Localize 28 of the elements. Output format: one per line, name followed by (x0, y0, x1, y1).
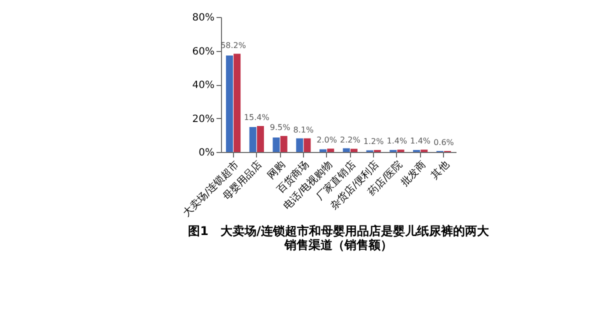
bar (320, 149, 327, 152)
data-label: 0.6% (434, 138, 454, 147)
data-label: 1.2% (363, 136, 384, 146)
data-label: 2.0% (316, 136, 338, 145)
y-tick-label: 80% (192, 12, 214, 24)
y-tick-label: 40% (192, 80, 214, 91)
bar (280, 136, 288, 152)
data-label: 8.1% (293, 125, 314, 134)
bar (304, 138, 311, 152)
bar (234, 54, 241, 152)
y-tick-label: 0% (198, 148, 214, 158)
bar (327, 148, 334, 152)
bar (272, 137, 280, 152)
bar (342, 148, 350, 152)
text: 图1 大卖场/连锁超市和母婴用品店是婴儿纸尿裤的两大销售渠道（销售额） (188, 224, 490, 252)
data-label: 15.4% (244, 113, 270, 122)
data-label: 1.4% (386, 136, 408, 146)
y-tick-label: 20% (192, 114, 214, 125)
data-label: 9.5% (270, 122, 291, 132)
bar (296, 138, 304, 152)
data-label: 2.2% (340, 135, 361, 144)
bar (256, 126, 264, 152)
data-label: 1.4% (410, 136, 431, 146)
bar (226, 55, 233, 152)
bar (350, 148, 358, 152)
bar (249, 127, 256, 152)
x-tick-label: 其他 (428, 158, 452, 182)
y-tick-label: 60% (192, 46, 214, 58)
